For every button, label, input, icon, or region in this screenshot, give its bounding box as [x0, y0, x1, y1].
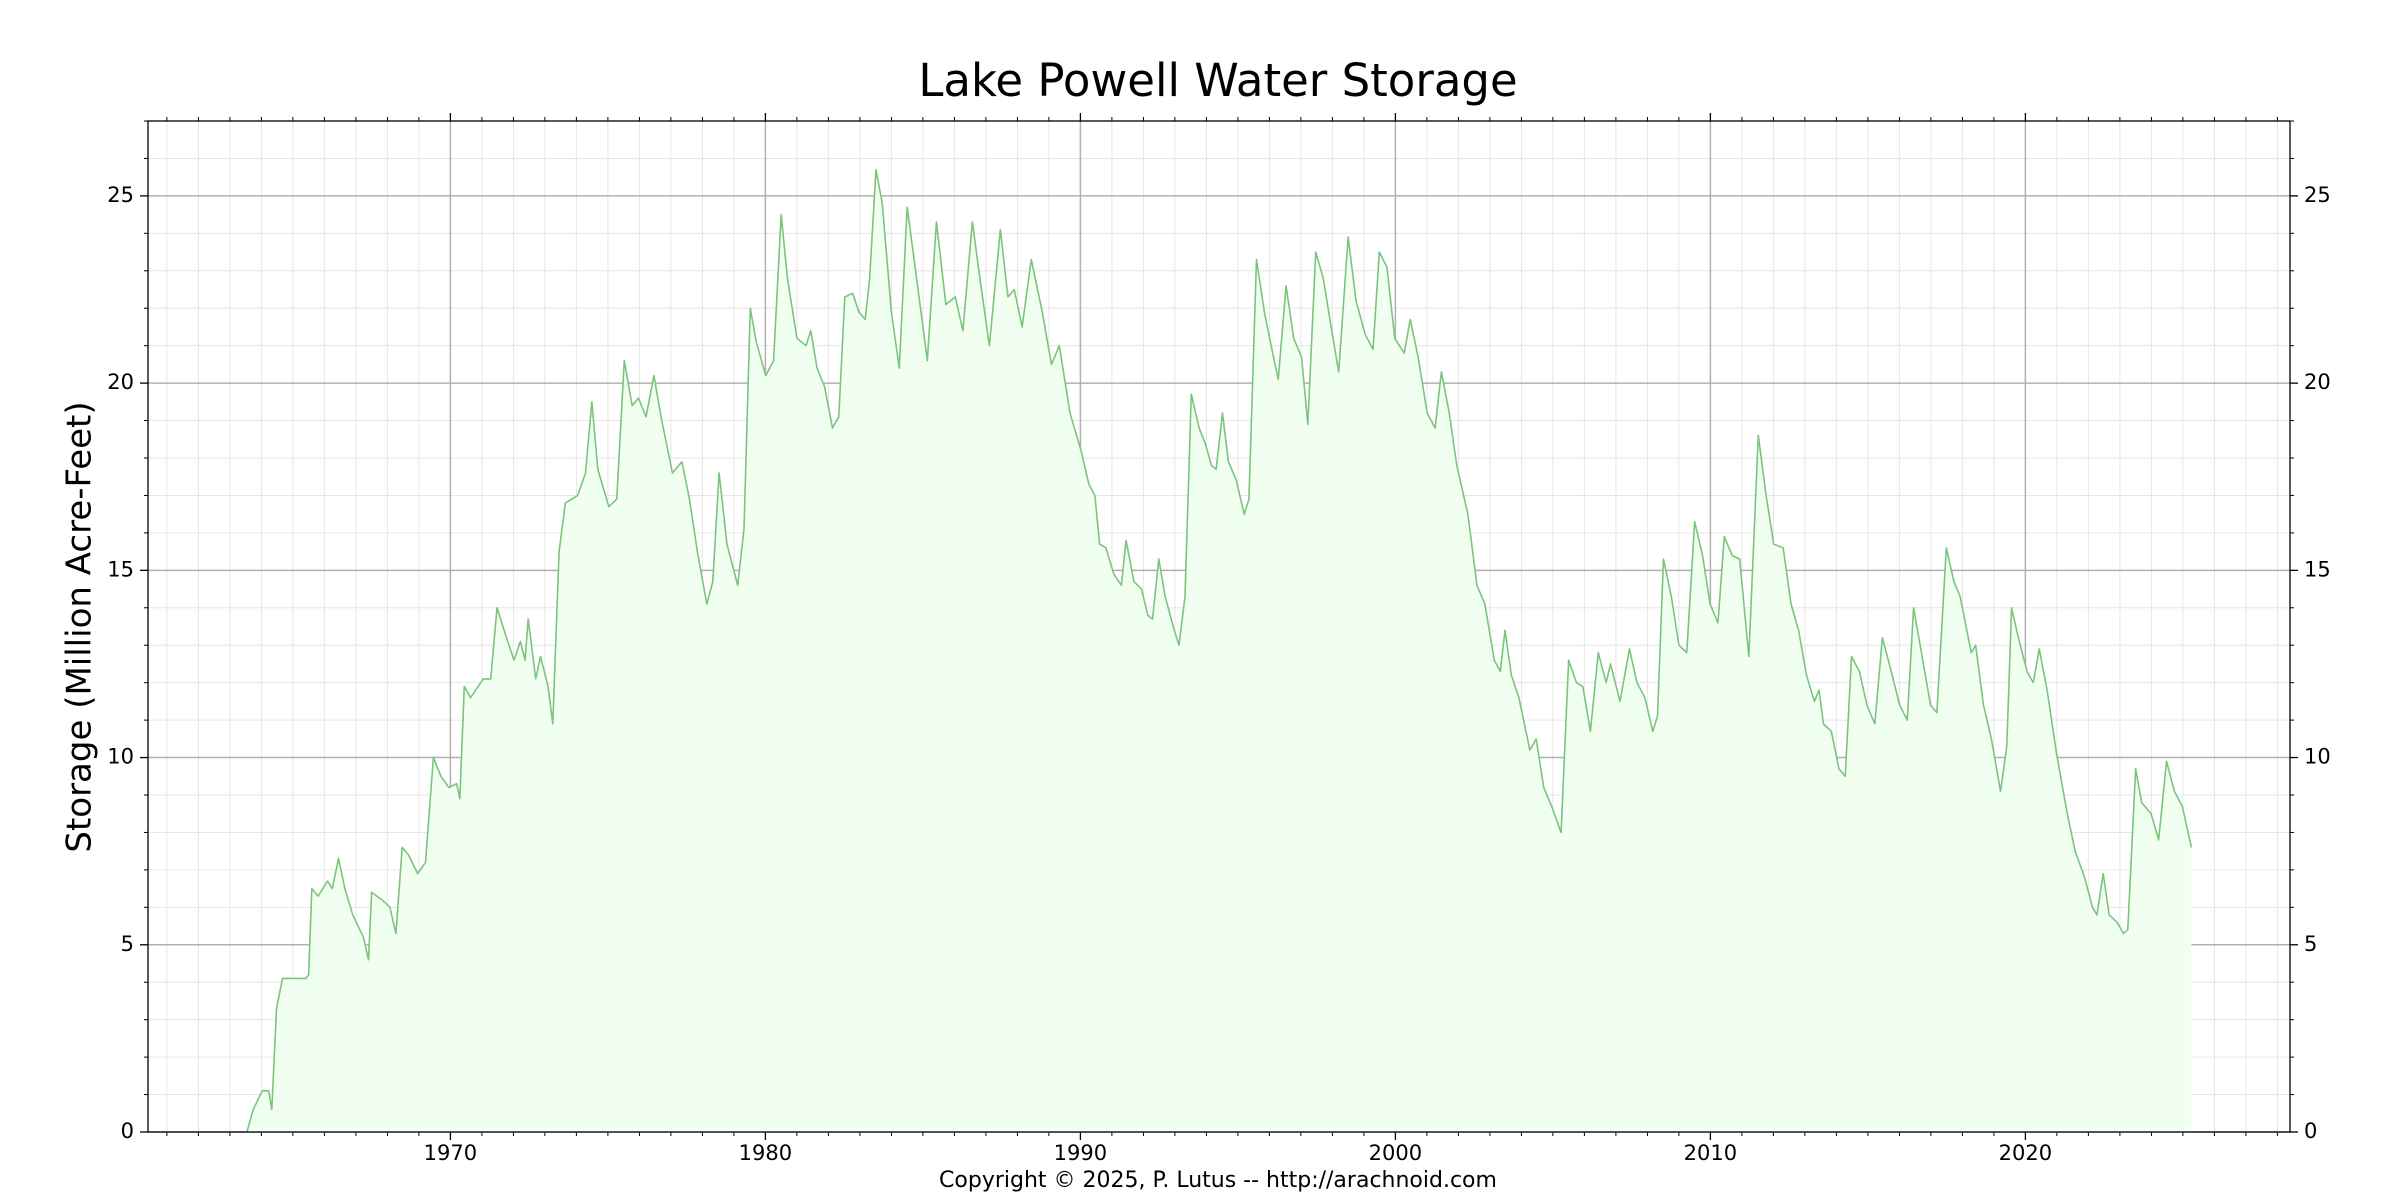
- x-tick-label: 2020: [1999, 1141, 2052, 1165]
- x-tick-label: 1990: [1054, 1141, 1107, 1165]
- y-axis-label: Storage (Million Acre-Feet): [60, 401, 100, 852]
- y-tick-label-right: 15: [2304, 557, 2331, 581]
- y-tick-label: 10: [107, 745, 134, 769]
- y-tick-label: 25: [107, 183, 134, 207]
- y-tick-label-right: 0: [2304, 1119, 2317, 1143]
- y-tick-label: 15: [107, 557, 134, 581]
- y-tick-label: 5: [121, 932, 134, 956]
- x-tick-label: 2000: [1369, 1141, 1422, 1165]
- copyright-note: Copyright © 2025, P. Lutus -- http://ara…: [939, 1168, 1497, 1193]
- y-tick-label-right: 5: [2304, 932, 2317, 956]
- plot-frame: [147, 120, 2291, 1133]
- storage-area: [246, 169, 2192, 1132]
- y-tick-label-right: 10: [2304, 745, 2331, 769]
- y-tick-label: 20: [107, 370, 134, 394]
- y-tick-label-right: 25: [2304, 183, 2331, 207]
- chart-title: Lake Powell Water Storage: [918, 54, 1517, 107]
- y-tick-label: 0: [121, 1119, 134, 1143]
- storage-line: [246, 168, 2193, 1133]
- x-tick-label: 1970: [424, 1141, 477, 1165]
- x-tick-label: 2010: [1684, 1141, 1737, 1165]
- x-tick-label: 1980: [739, 1141, 792, 1165]
- y-tick-label-right: 20: [2304, 370, 2331, 394]
